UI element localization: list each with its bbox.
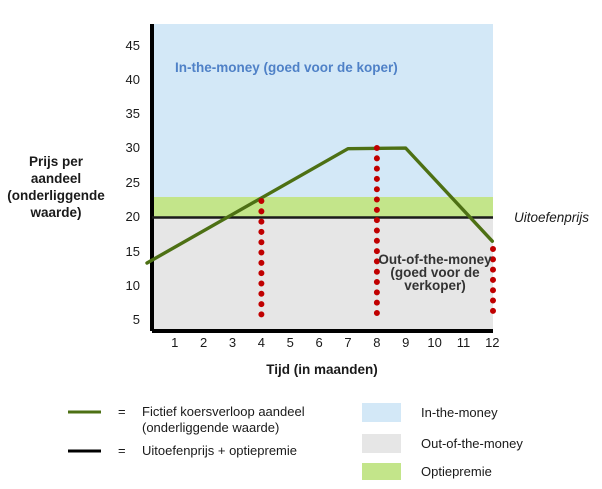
svg-text:12: 12	[485, 335, 499, 350]
svg-text:6: 6	[315, 335, 322, 350]
svg-text:In-the-money (goed voor de kop: In-the-money (goed voor de koper)	[175, 60, 398, 75]
svg-text:(onderliggende waarde): (onderliggende waarde)	[142, 420, 279, 435]
svg-text:Uitoefenprijs: Uitoefenprijs	[514, 210, 589, 225]
svg-text:15: 15	[126, 244, 140, 259]
svg-text:(onderliggende: (onderliggende	[7, 188, 105, 203]
svg-text:1: 1	[171, 335, 178, 350]
svg-text:5: 5	[133, 312, 140, 327]
svg-text:9: 9	[402, 335, 409, 350]
svg-text:45: 45	[126, 38, 140, 53]
svg-text:In-the-money: In-the-money	[421, 405, 498, 420]
svg-text:2: 2	[200, 335, 207, 350]
svg-text:5: 5	[287, 335, 294, 350]
svg-text:Tijd (in maanden): Tijd (in maanden)	[266, 362, 378, 377]
svg-text:=: =	[118, 404, 126, 419]
svg-text:verkoper): verkoper)	[404, 278, 466, 293]
svg-text:waarde): waarde)	[29, 205, 81, 220]
svg-text:Fictief koersverloop aandeel: Fictief koersverloop aandeel	[142, 404, 305, 419]
svg-text:7: 7	[344, 335, 351, 350]
svg-text:30: 30	[126, 140, 140, 155]
svg-text:25: 25	[126, 175, 140, 190]
svg-text:=: =	[118, 443, 126, 458]
svg-text:Uitoefenprijs + optiepremie: Uitoefenprijs + optiepremie	[142, 443, 297, 458]
svg-text:Optiepremie: Optiepremie	[421, 464, 492, 479]
svg-text:10: 10	[427, 335, 441, 350]
svg-text:11: 11	[457, 335, 471, 350]
svg-text:35: 35	[126, 106, 140, 121]
svg-text:aandeel: aandeel	[31, 171, 81, 186]
svg-text:Prijs per: Prijs per	[29, 154, 84, 169]
svg-text:4: 4	[258, 335, 265, 350]
svg-text:10: 10	[126, 278, 140, 293]
svg-text:Out-of-the-money: Out-of-the-money	[421, 436, 523, 451]
svg-text:8: 8	[373, 335, 380, 350]
svg-text:40: 40	[126, 72, 140, 87]
svg-text:20: 20	[126, 209, 140, 224]
svg-text:3: 3	[229, 335, 236, 350]
